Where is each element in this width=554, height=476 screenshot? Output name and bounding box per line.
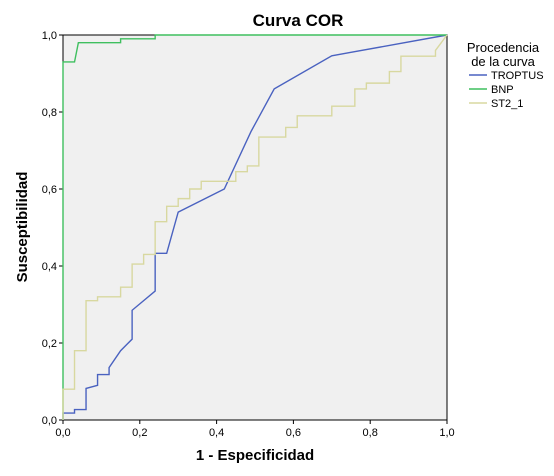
y-tick-label: 0,2 xyxy=(42,338,57,350)
x-axis-label: 1 - Especificidad xyxy=(196,447,314,464)
series-line-bnp xyxy=(62,34,447,420)
y-tick-label: 0,4 xyxy=(42,261,57,273)
y-tick-label: 0,0 xyxy=(42,415,57,427)
x-tick-label: 0,4 xyxy=(209,427,224,439)
y-tick-label: 0,8 xyxy=(42,107,57,119)
x-tick-label: 0,0 xyxy=(55,427,70,439)
legend-items: TROPTUS BNP ST2_1 xyxy=(469,70,544,110)
legend-label: BNP xyxy=(491,84,514,96)
axis-ticks: 0,0 0,2 0,4 0,6 0,8 1,0 0,0 0,2 0,4 0,6 0,8 1,0 xyxy=(42,30,455,439)
chart-title: Curva COR xyxy=(253,11,344,30)
legend-label: ST2_1 xyxy=(491,98,523,110)
legend: Procedencia de la curva TROPTUS BNP ST2_1 xyxy=(467,40,544,110)
legend-title-line-2: de la curva xyxy=(471,54,535,69)
series-line-st2-1 xyxy=(62,34,448,420)
x-tick-label: 1,0 xyxy=(439,427,454,439)
legend-title-line-1: Procedencia xyxy=(467,40,540,55)
x-tick-label: 0,8 xyxy=(363,427,378,439)
y-axis-label: Susceptibilidad xyxy=(14,172,31,283)
legend-label: TROPTUS xyxy=(491,70,544,82)
y-tick-label: 1,0 xyxy=(42,30,57,42)
plot-area xyxy=(62,34,448,421)
x-tick-label: 0,6 xyxy=(286,427,301,439)
x-tick-label: 0,2 xyxy=(132,427,147,439)
series-line-troptus xyxy=(62,34,448,420)
y-tick-label: 0,6 xyxy=(42,184,57,196)
series-layer xyxy=(62,34,448,420)
